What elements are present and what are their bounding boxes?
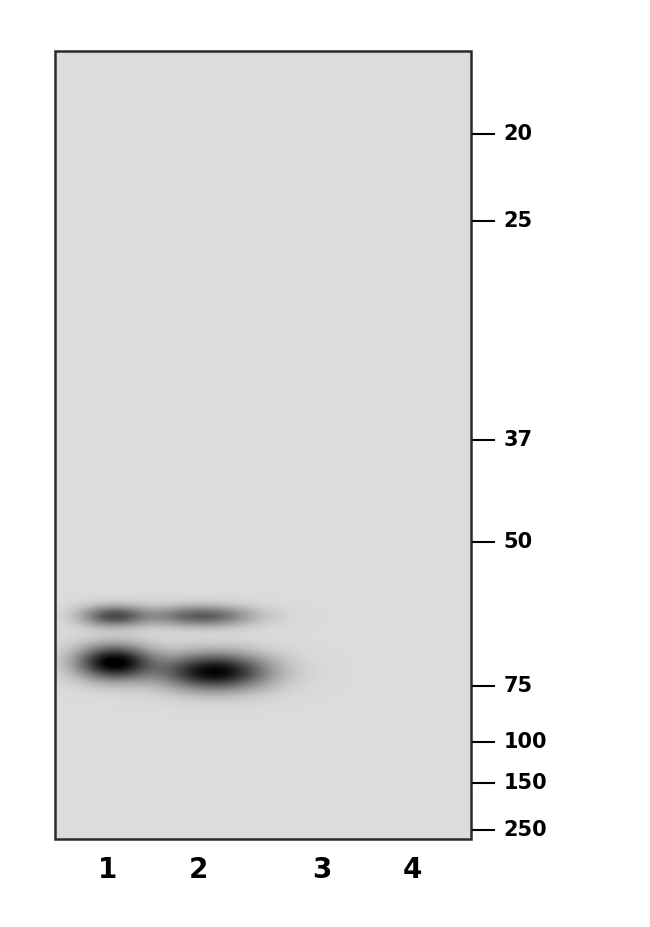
Text: 50: 50: [504, 532, 533, 552]
Text: 250: 250: [504, 819, 547, 840]
Text: 150: 150: [504, 773, 547, 794]
Text: 100: 100: [504, 731, 547, 752]
Text: 2: 2: [188, 856, 208, 883]
Text: 4: 4: [403, 856, 422, 883]
Text: 25: 25: [504, 210, 533, 231]
Text: 37: 37: [504, 430, 533, 451]
Text: 75: 75: [504, 676, 533, 696]
Text: 1: 1: [98, 856, 117, 883]
Bar: [55, 51, 471, 839]
Text: 3: 3: [312, 856, 332, 883]
Text: 20: 20: [504, 124, 533, 145]
